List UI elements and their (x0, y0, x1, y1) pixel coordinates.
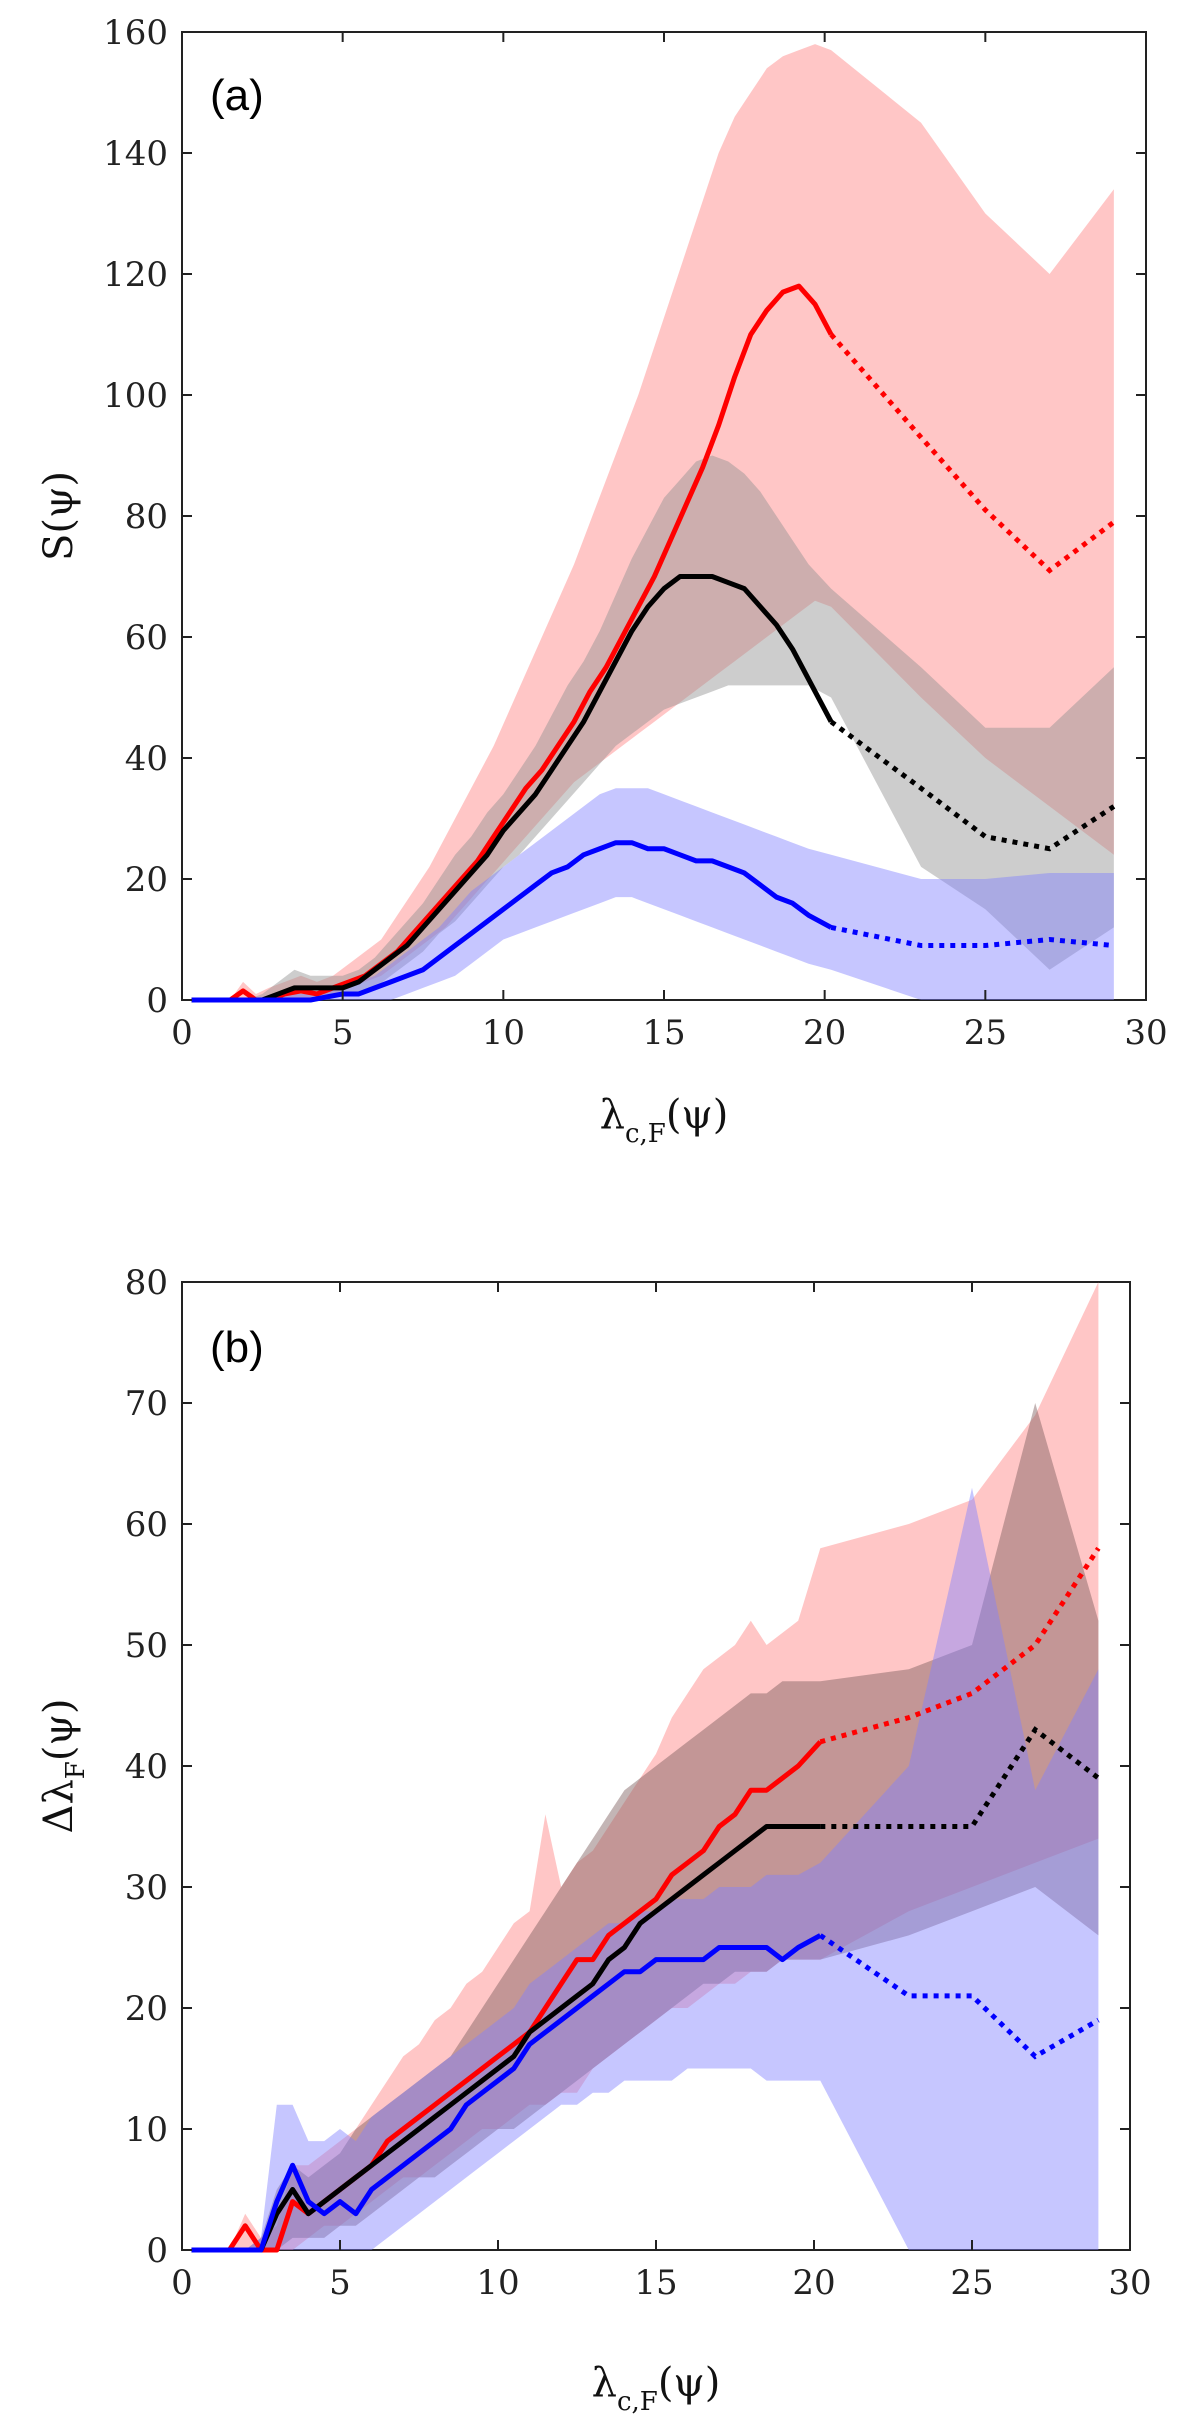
panel-b-y-tick-label: 70 (125, 1384, 168, 1424)
panel-a: (a) 0 5 10 15 20 25 30 0 20 40 60 80 100 120 140 160 λ… (36, 13, 1168, 1149)
panel-b-x-tick-label: 30 (1108, 2263, 1151, 2303)
panel-b-x-tick-label: 15 (634, 2263, 677, 2303)
panel-a-series-0-dotted-line (829, 332, 1116, 574)
panel-a-series-2-line (191, 840, 833, 1003)
panel-b-band-1 (191, 1403, 1099, 2250)
panel-b-y-ticks: 0 10 20 30 40 50 60 70 80 (125, 1263, 1130, 2271)
panel-a-x-tick-label: 20 (803, 1013, 846, 1053)
panel-b-x-tick-label: 0 (171, 2263, 193, 2303)
panel-a-x-tick-label: 0 (171, 1013, 193, 1053)
panel-a-lines (191, 283, 1116, 1003)
panel-a-y-ticks: 0 20 40 60 80 100 120 140 160 (103, 13, 1146, 1021)
panel-b-x-tick-label: 20 (792, 2263, 835, 2303)
panel-b-series-0-dotted-line (819, 1546, 1101, 1745)
panel-a-y-tick-label: 40 (125, 739, 168, 779)
panel-b-x-ticks: 0 5 10 15 20 25 30 (171, 1282, 1152, 2303)
panel-a-series-0-line (191, 283, 834, 1003)
panel-b-y-tick-label: 40 (125, 1747, 168, 1787)
panel-a-series-2-dotted-line (830, 924, 1115, 949)
panel-a-band-1 (191, 455, 1114, 1000)
panel-a-x-tick-label: 5 (332, 1013, 354, 1053)
panel-b-x-tick-label: 5 (329, 2263, 351, 2303)
panel-a-series-1-line (191, 574, 834, 1003)
panel-b-bands (191, 1282, 1099, 2250)
panel-a-y-tick-label: 60 (125, 618, 168, 658)
panel-a-x-tick-label: 15 (642, 1013, 685, 1053)
panel-a-y-tick-label: 20 (125, 860, 168, 900)
panel-b-x-tick-label: 25 (950, 2263, 993, 2303)
panel-b-y-axis-title: ΔλF(ψ) (36, 1699, 91, 1834)
panel-b-y-tick-label: 10 (125, 2110, 168, 2150)
panel-b-x-tick-label: 10 (476, 2263, 519, 2303)
panel-b-lines (191, 1546, 1101, 2253)
panel-a-x-axis-title: λc,F(ψ) (600, 1092, 729, 1149)
panel-b-series-1-line (191, 1824, 821, 2253)
panel-a-x-tick-label: 25 (964, 1013, 1007, 1053)
panel-a-band-2 (191, 788, 1114, 1000)
panel-b-band-0 (191, 1282, 1099, 2250)
panel-b-series-1-dotted-line (820, 1726, 1100, 1829)
panel-a-bands (191, 44, 1114, 1001)
panel-b-x-axis-title: λc,F(ψ) (592, 2360, 721, 2417)
panel-b-series-2-line (191, 1933, 822, 2253)
panel-a-x-tick-label: 30 (1124, 1013, 1167, 1053)
panel-b-y-tick-label: 0 (146, 2231, 168, 2271)
panel-a-band-0 (191, 44, 1114, 1001)
panel-b-y-tick-label: 60 (125, 1505, 168, 1545)
panel-a-y-tick-label: 0 (146, 981, 168, 1021)
panel-a-x-ticks: 0 5 10 15 20 25 30 (171, 32, 1168, 1053)
panel-b-band-2 (191, 1487, 1099, 2250)
panel-a-y-tick-label: 80 (125, 497, 168, 537)
panel-a-y-axis-title: S(ψ) (36, 471, 82, 561)
panel-b-y-tick-label: 30 (125, 1868, 168, 1908)
panel-a-label: (a) (210, 71, 264, 120)
panel-b-y-tick-label: 80 (125, 1263, 168, 1303)
panel-b-y-tick-label: 20 (125, 1989, 168, 2029)
panel-a-x-tick-label: 10 (482, 1013, 525, 1053)
panel-a-y-tick-label: 140 (103, 134, 168, 174)
panel-b-series-0-line (191, 1740, 823, 2253)
panel-b-label: (b) (210, 1323, 264, 1372)
panel-a-y-tick-label: 120 (103, 255, 168, 295)
panel-a-y-tick-label: 160 (103, 13, 168, 53)
panel-a-y-tick-label: 100 (103, 376, 168, 416)
panel-b-y-tick-label: 50 (125, 1626, 168, 1666)
panel-b: (b) 0 5 10 15 20 25 30 0 10 20 30 40 50 60 70 80 λc,F(… (36, 1263, 1152, 2417)
